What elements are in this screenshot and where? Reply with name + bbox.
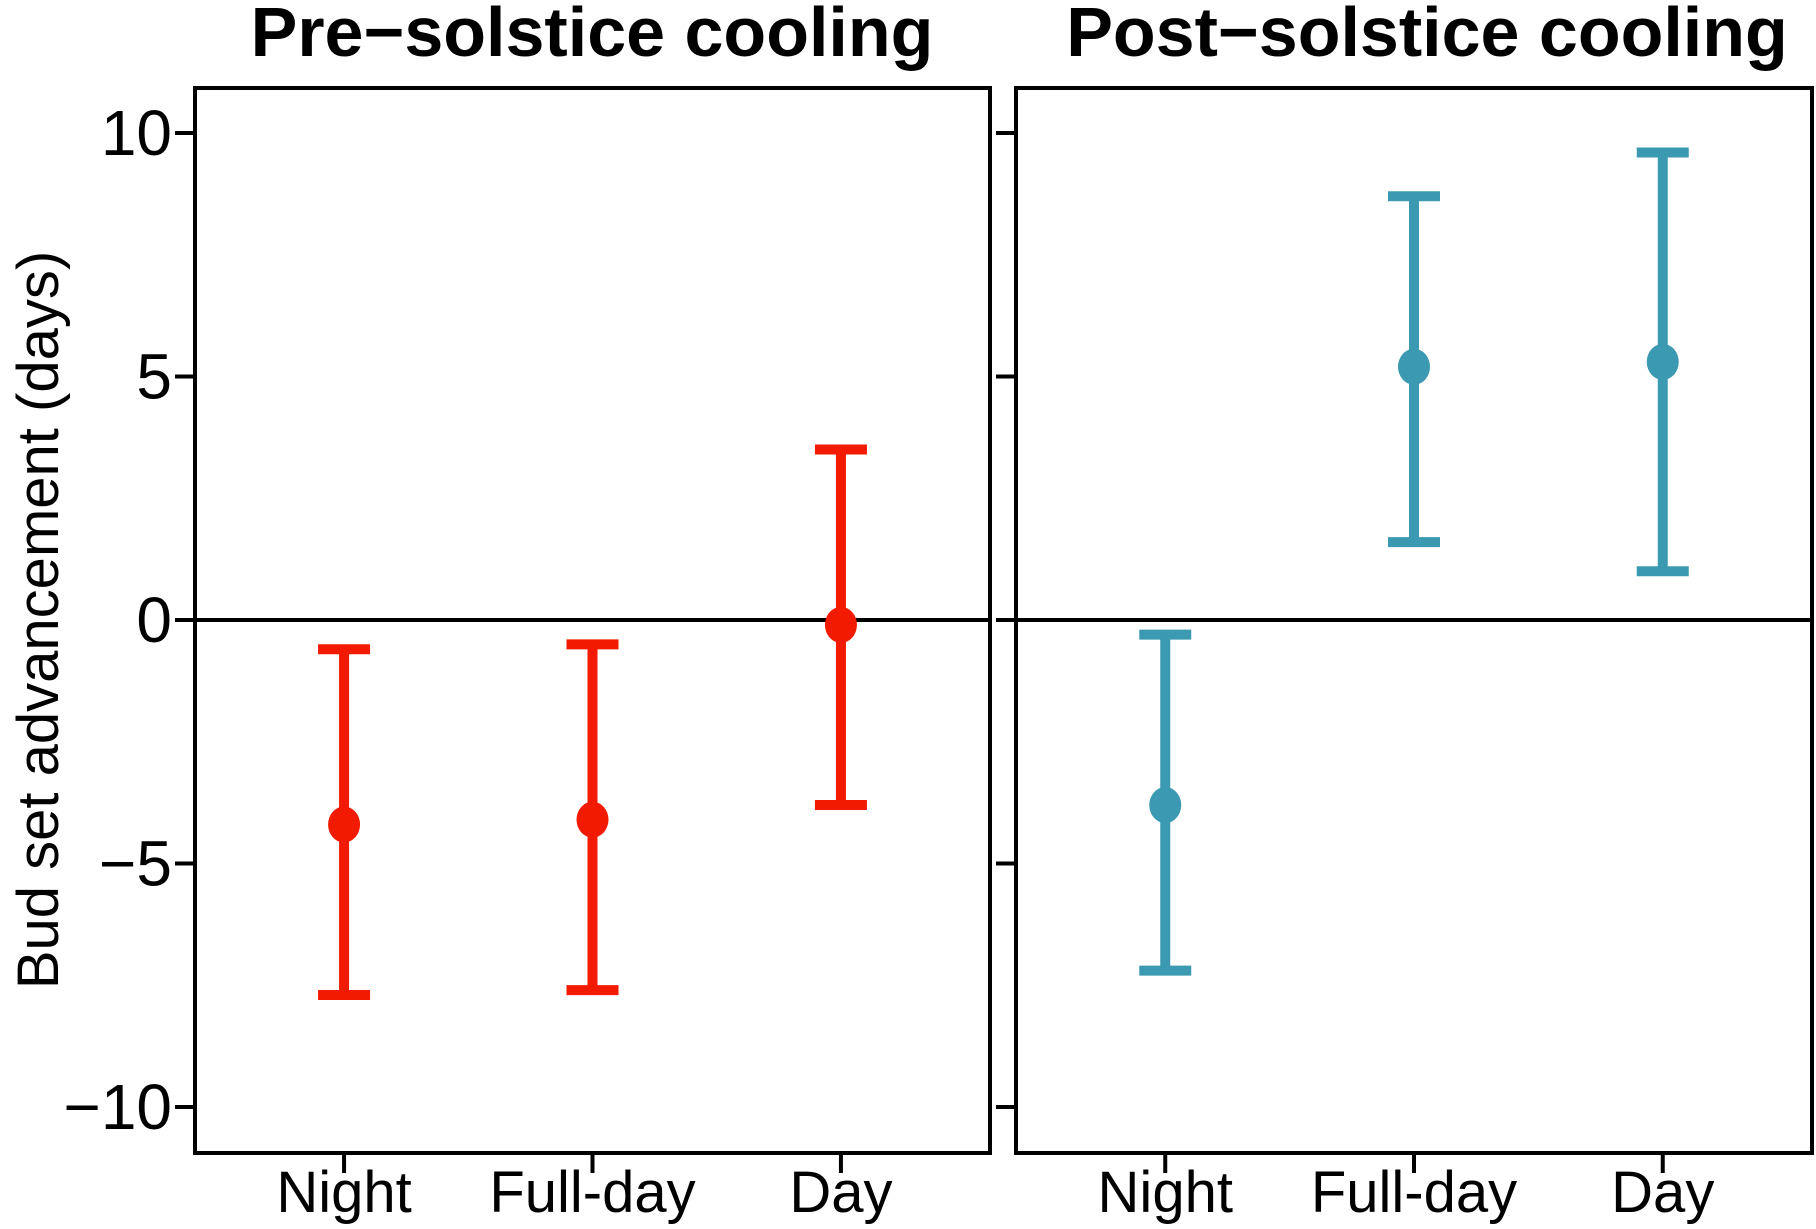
x-tick-label: Night	[276, 1160, 411, 1225]
x-tick-label: Night	[1098, 1160, 1233, 1225]
mean-point	[328, 806, 361, 843]
mean-point	[1398, 348, 1430, 385]
mean-point	[576, 801, 609, 838]
panel-post-solstice: Night Full-day Day	[996, 86, 1814, 1225]
x-tick-label: Day	[789, 1160, 892, 1225]
x-tick-label: Full-day	[1311, 1160, 1517, 1225]
panels-layer: 10 5 0 −5 −10 Night Full-day Day Night Full-day Da…	[63, 86, 1814, 1225]
panel-title-pre-solstice: Pre−solstice cooling	[251, 0, 934, 71]
y-tick-label: 0	[136, 584, 172, 656]
panel-title-post-solstice: Post−solstice cooling	[1066, 0, 1788, 71]
y-axis-title: Bud set advancement (days)	[6, 251, 71, 989]
mean-point	[824, 606, 857, 643]
x-tick-label: Day	[1611, 1160, 1714, 1225]
mean-point	[1149, 787, 1182, 824]
panel-pre-solstice: 10 5 0 −5 −10 Night Full-day Day	[63, 86, 992, 1225]
y-tick-label: −5	[99, 828, 172, 900]
x-tick-label: Full-day	[489, 1160, 695, 1225]
y-tick-label: 10	[101, 97, 172, 169]
y-tick-label: −10	[63, 1071, 172, 1143]
y-tick-label: 5	[136, 341, 172, 413]
mean-point	[1646, 343, 1679, 380]
